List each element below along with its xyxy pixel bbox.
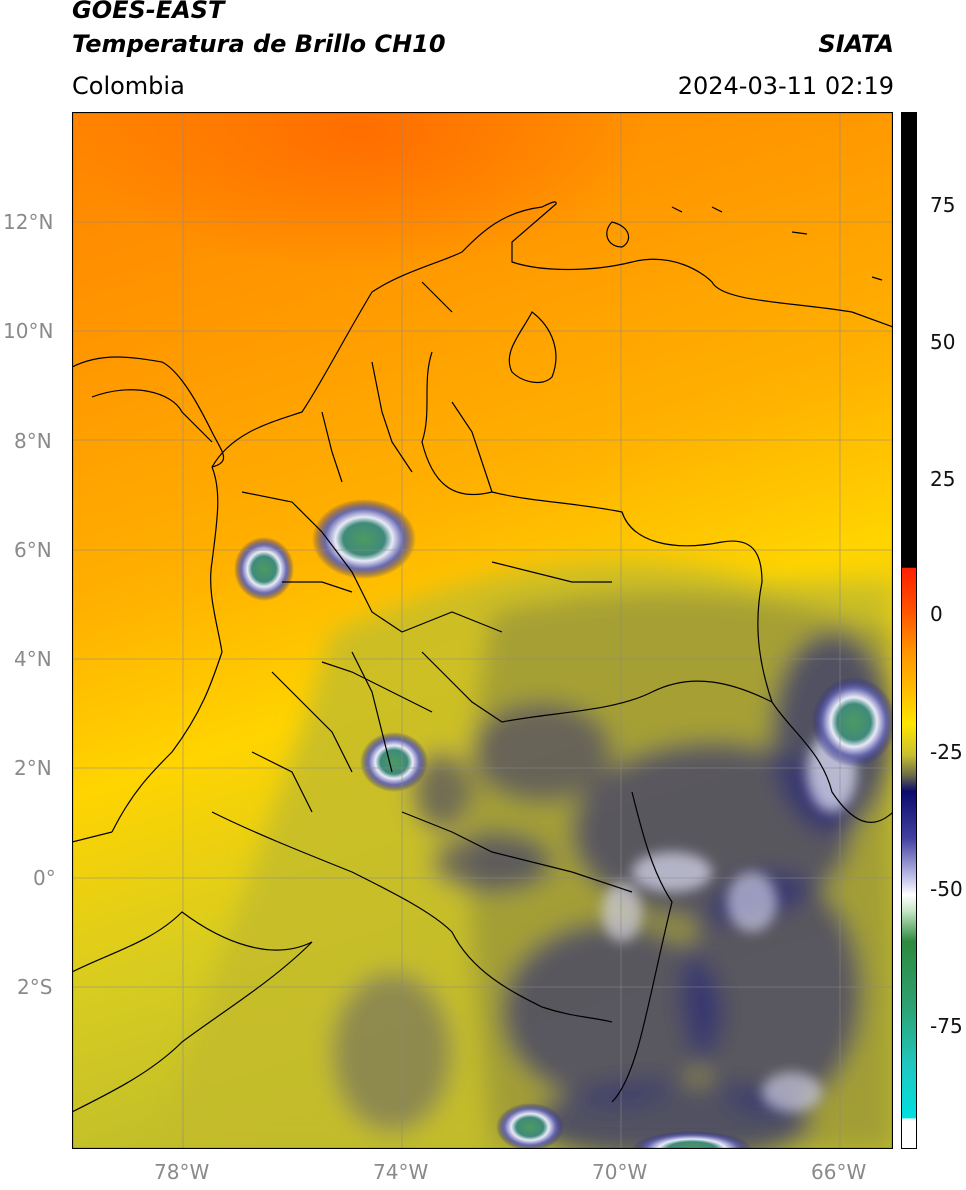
- colorbar: [901, 112, 917, 1149]
- lat-tick: 12°N: [3, 210, 54, 234]
- lon-tick: 74°W: [373, 1160, 429, 1184]
- colorbar-label: 25: [930, 467, 956, 491]
- storm-cell: [312, 499, 416, 579]
- storm-cell: [632, 1131, 752, 1149]
- lat-tick: 10°N: [3, 319, 54, 343]
- satellite-title: GOES-EAST: [72, 0, 225, 24]
- satellite-map: [72, 112, 893, 1149]
- lat-tick: 0°: [33, 866, 56, 890]
- lon-tick: 70°W: [592, 1160, 648, 1184]
- colorbar-label: -50: [930, 877, 963, 901]
- storm-cell: [234, 537, 294, 601]
- cloud-field: [162, 561, 893, 1149]
- warm-region: [72, 112, 893, 512]
- storm-cell: [496, 1103, 564, 1149]
- colorbar-label: 50: [930, 330, 956, 354]
- agency-label: SIATA: [818, 30, 894, 58]
- lat-tick: 6°N: [14, 538, 52, 562]
- lon-tick: 66°W: [811, 1160, 867, 1184]
- storm-cell: [812, 677, 893, 767]
- storm-cell: [360, 732, 428, 792]
- lon-tick: 78°W: [154, 1160, 210, 1184]
- colorbar-border: [901, 112, 917, 1149]
- product-title: Temperatura de Brillo CH10: [72, 30, 446, 58]
- lat-tick: 8°N: [14, 429, 52, 453]
- region-label: Colombia: [72, 72, 185, 100]
- lat-tick: 2°N: [14, 756, 52, 780]
- datetime-label: 2024-03-11 02:19: [677, 72, 894, 100]
- map-border: [72, 112, 893, 1149]
- colorbar-label: -25: [930, 740, 963, 764]
- boundaries: [72, 201, 893, 1113]
- lat-tick: 4°N: [14, 647, 52, 671]
- lat-tick: 2°S: [17, 975, 53, 999]
- colorbar-fill: [901, 112, 917, 1149]
- colorbar-label: -75: [930, 1014, 963, 1038]
- graticule: [72, 112, 893, 1149]
- colorbar-label: 75: [930, 193, 956, 217]
- colorbar-label: 0: [930, 602, 943, 626]
